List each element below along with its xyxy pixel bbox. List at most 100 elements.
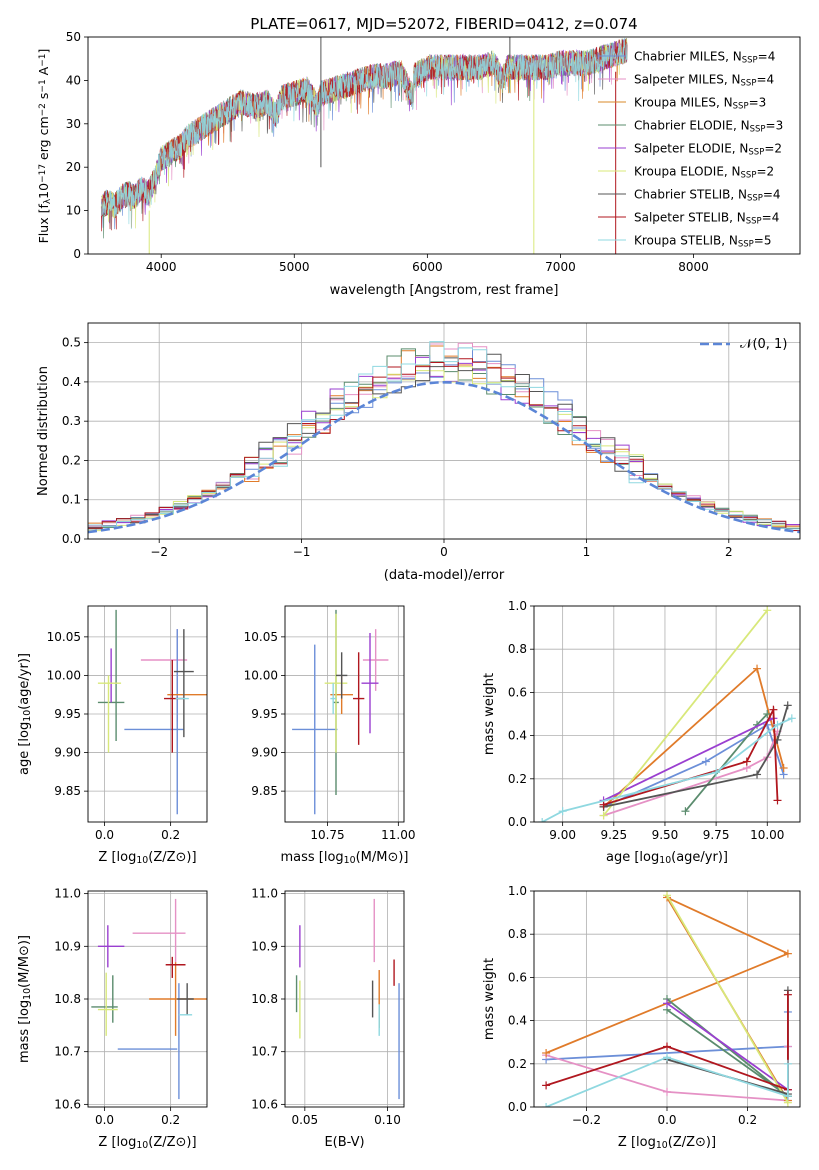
plot-area	[295, 898, 400, 1100]
y-tick-label: 10.05	[244, 630, 278, 644]
weight-series-3	[684, 713, 768, 812]
weight-series-7	[545, 994, 789, 1091]
legend-sub: SSP	[742, 56, 758, 66]
legend-entry: Salpeter STELIB, NSSP=4	[634, 211, 779, 227]
x-tick-label: 11.00	[381, 828, 415, 842]
y-axis-label-part: mass [log	[17, 1000, 32, 1063]
y-axis-label-part: erg cm	[36, 116, 51, 164]
y-tick-label: 10.7	[251, 1045, 278, 1059]
x-axis-label-part: ⊙	[176, 1135, 187, 1150]
x-tick-label: 0.0	[95, 828, 114, 842]
x-axis-label: Z [log10(Z/Z⊙)]	[98, 850, 196, 866]
x-tick-label: 0.0	[657, 1113, 676, 1127]
legend-entry: Kroupa STELIB, NSSP=5	[634, 234, 772, 250]
legend-text: Kroupa STELIB, N	[634, 234, 738, 248]
x-axis-label-part: (M/M	[356, 850, 388, 865]
legend-sub: SSP	[738, 240, 754, 250]
axes-frame	[284, 890, 405, 1108]
x-axis-label-part: 10	[659, 855, 671, 866]
x-tick-label: 9.25	[600, 828, 627, 842]
x-tick-label: 5000	[279, 260, 310, 274]
plot-area	[88, 341, 800, 534]
x-axis-label-part: )]	[186, 1135, 196, 1150]
x-axis-label: wavelength [Angstrom, rest frame]	[330, 283, 559, 298]
y-tick-label: 50	[66, 30, 81, 44]
legend-text: Chabrier MILES, N	[634, 50, 742, 64]
plot-area	[292, 609, 389, 815]
y-axis-label-part: −2	[38, 103, 48, 116]
y-tick-label: 0.0	[508, 1100, 527, 1114]
weight-series-5	[666, 894, 789, 1104]
legend-sub: SSP	[741, 79, 757, 89]
legend-tail: =4	[762, 211, 780, 225]
legend-sub: SSP	[748, 148, 764, 158]
x-tick-label: 0.05	[291, 1113, 318, 1127]
axes-frame	[87, 605, 208, 823]
mass-weight-vs-age-panel: 9.00 9.25 9.50 9.75 10.00 0.0 0.2 0.4 0.6 0.8 1.0 a…	[482, 599, 801, 866]
x-tick-label: 0.2	[161, 828, 180, 842]
x-axis-label-part: 10	[136, 1140, 148, 1151]
weight-series-8	[545, 1056, 789, 1107]
y-axis-label-part: ]	[36, 49, 51, 54]
y-axis-label-part: )]	[17, 935, 32, 945]
y-axis-label-part: (M/M	[17, 956, 32, 988]
x-axis-label-part: mass [log	[280, 850, 343, 865]
x-axis-label-part: )]	[186, 850, 196, 865]
x-axis-label-part: 10	[344, 855, 356, 866]
legend-tail: =4	[756, 73, 774, 87]
legend-entry: Kroupa MILES, NSSP=3	[634, 96, 766, 112]
y-axis-label-part: 10	[22, 710, 33, 722]
y-tick-label: 0.2	[508, 1057, 527, 1071]
mass-weight-vs-Z-panel: −0.2 0.0 0.2 0.0 0.2 0.4 0.6 0.8 1.0 Z [log10(Z/Z…	[482, 884, 801, 1151]
weight-series-7	[603, 706, 779, 806]
y-tick-label: 0.4	[62, 375, 81, 389]
x-tick-label: 10.75	[310, 828, 344, 842]
x-axis-label-part: Z [log	[618, 1135, 656, 1150]
x-axis-label-part: ⊙	[695, 1135, 706, 1150]
y-tick-label: 0.3	[62, 414, 81, 428]
y-axis-label-part: Flux [f	[36, 204, 51, 244]
y-axis-label: age [log10(age/yr)]	[17, 653, 33, 775]
axes-frame	[533, 605, 801, 823]
x-tick-label: −0.2	[572, 1113, 601, 1127]
legend-tail: =3	[749, 96, 767, 110]
legend-tail: =5	[754, 234, 772, 248]
y-tick-label: 10.6	[251, 1097, 278, 1111]
y-tick-label: 10.6	[54, 1097, 81, 1111]
x-axis-label-part: ⊙	[387, 850, 398, 865]
spectrum-panel: 4000 5000 6000 7000 8000 0 10 20 30 40 50 PLATE=061…	[36, 15, 801, 298]
plot-area	[542, 891, 792, 1107]
mass-vs-Z-panel: 0.0 0.210.610.710.810.911.0Z [log10(Z/Z⊙)…	[17, 887, 208, 1151]
x-tick-label: 0.2	[738, 1113, 757, 1127]
y-tick-label: 0.5	[62, 336, 81, 350]
x-tick-label: 7000	[545, 260, 576, 274]
weight-series-6	[666, 990, 789, 1096]
x-axis-label: E(B-V)	[324, 1135, 364, 1150]
y-tick-label: 40	[66, 73, 81, 87]
x-tick-label: 0	[440, 545, 448, 559]
y-tick-label: 10.8	[54, 992, 81, 1006]
legend-entry: Salpeter ELODIE, NSSP=2	[634, 142, 782, 158]
y-tick-label: 0.4	[508, 729, 527, 743]
axes-frame	[284, 605, 405, 823]
y-tick-label: 0.6	[508, 970, 527, 984]
x-tick-label: 6000	[412, 260, 443, 274]
y-tick-label: 1.0	[508, 599, 527, 613]
y-tick-label: 0.0	[62, 532, 81, 546]
y-tick-label: 0.0	[508, 815, 527, 829]
x-tick-label: −2	[150, 545, 168, 559]
y-tick-label: 0.4	[508, 1014, 527, 1028]
x-tick-label: 9.50	[652, 828, 679, 842]
x-axis-label: Z [log10(Z/Z⊙)]	[618, 1135, 716, 1151]
x-tick-label: −1	[293, 545, 311, 559]
legend-tail: =4	[763, 188, 781, 202]
legend-tail: =4	[758, 50, 776, 64]
y-axis-label: mass [log10(M/M⊙)]	[17, 935, 33, 1063]
y-tick-label: 0.8	[508, 927, 527, 941]
x-axis-label-part: 10	[656, 1140, 668, 1151]
x-axis-label: age [log10(age/yr)]	[606, 850, 728, 866]
legend-text: Salpeter MILES, N	[634, 73, 741, 87]
x-tick-label: 1	[583, 545, 591, 559]
